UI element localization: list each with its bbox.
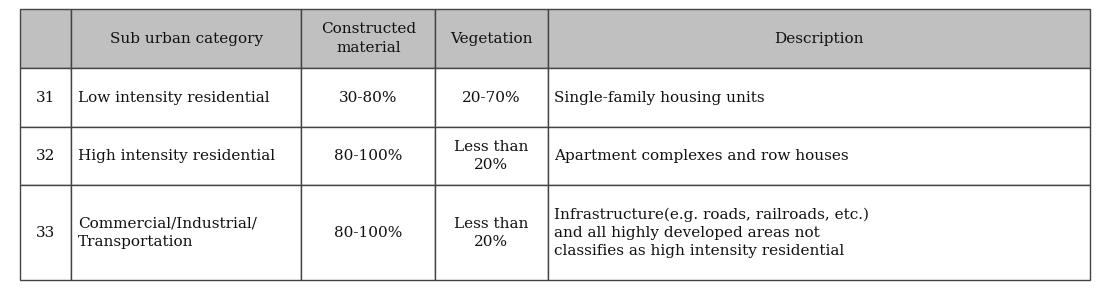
Bar [302, 127, 435, 185]
Text: 33: 33 [36, 226, 56, 240]
Text: Sub urban category: Sub urban category [110, 32, 263, 46]
Text: 31: 31 [36, 91, 56, 105]
Bar [302, 9, 435, 68]
Text: Apartment complexes and row houses: Apartment complexes and row houses [554, 149, 849, 163]
Text: Commercial/Industrial/
Transportation: Commercial/Industrial/ Transportation [78, 216, 256, 249]
Text: Low intensity residential: Low intensity residential [78, 91, 270, 105]
Text: 20-70%: 20-70% [462, 91, 521, 105]
Bar [71, 185, 302, 280]
Text: 80-100%: 80-100% [334, 226, 403, 240]
Text: High intensity residential: High intensity residential [78, 149, 275, 163]
Bar [435, 127, 547, 185]
Text: 30-80%: 30-80% [339, 91, 397, 105]
Text: Infrastructure(e.g. roads, railroads, etc.)
and all highly developed areas not
c: Infrastructure(e.g. roads, railroads, et… [554, 207, 869, 258]
Text: 32: 32 [36, 149, 56, 163]
Bar [302, 185, 435, 280]
Text: Description: Description [774, 32, 864, 46]
Text: Vegetation: Vegetation [450, 32, 533, 46]
Bar [20, 127, 71, 185]
Bar [547, 9, 1090, 68]
Text: 80-100%: 80-100% [334, 149, 403, 163]
Bar [20, 185, 71, 280]
Bar [71, 9, 302, 68]
Bar [547, 185, 1090, 280]
Text: Single-family housing units: Single-family housing units [554, 91, 765, 105]
Bar [547, 127, 1090, 185]
Bar [20, 68, 71, 127]
Bar [547, 68, 1090, 127]
Bar [71, 68, 302, 127]
Bar [435, 185, 547, 280]
Text: Constructed
material: Constructed material [321, 22, 416, 55]
Bar [71, 127, 302, 185]
Bar [302, 68, 435, 127]
Text: Less than
20%: Less than 20% [454, 140, 528, 172]
Bar [435, 68, 547, 127]
Bar [20, 9, 71, 68]
Bar [435, 9, 547, 68]
Text: Less than
20%: Less than 20% [454, 216, 528, 249]
